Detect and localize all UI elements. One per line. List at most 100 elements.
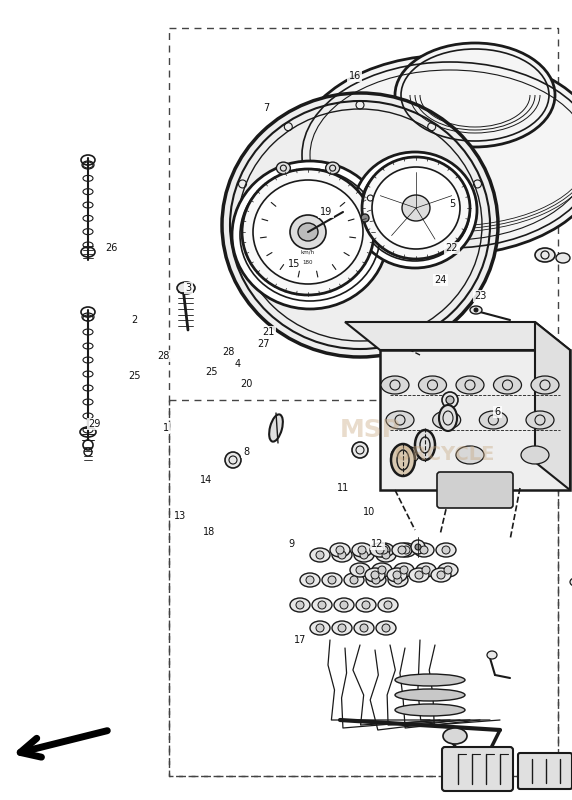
Circle shape xyxy=(338,624,346,632)
Circle shape xyxy=(318,601,326,609)
Circle shape xyxy=(382,551,390,559)
Ellipse shape xyxy=(344,573,364,587)
Text: 3: 3 xyxy=(186,283,192,293)
Text: 14: 14 xyxy=(200,475,212,485)
Circle shape xyxy=(225,452,241,468)
Ellipse shape xyxy=(409,568,429,582)
Text: 19: 19 xyxy=(320,207,332,217)
Ellipse shape xyxy=(332,621,352,635)
Text: 9: 9 xyxy=(289,539,295,549)
Circle shape xyxy=(444,566,452,574)
Text: 1: 1 xyxy=(163,423,169,433)
Ellipse shape xyxy=(570,578,572,586)
Ellipse shape xyxy=(432,411,460,429)
Ellipse shape xyxy=(372,167,460,249)
Circle shape xyxy=(394,576,402,584)
Text: 24: 24 xyxy=(434,275,447,285)
Circle shape xyxy=(340,601,348,609)
Ellipse shape xyxy=(456,376,484,394)
Polygon shape xyxy=(345,322,570,350)
Ellipse shape xyxy=(350,563,370,577)
Circle shape xyxy=(411,540,425,554)
Ellipse shape xyxy=(232,161,388,309)
Circle shape xyxy=(380,546,388,554)
Circle shape xyxy=(384,601,392,609)
Circle shape xyxy=(393,571,401,579)
Polygon shape xyxy=(535,322,570,490)
Ellipse shape xyxy=(395,704,465,716)
Ellipse shape xyxy=(372,563,392,577)
Ellipse shape xyxy=(416,563,436,577)
Circle shape xyxy=(376,546,384,554)
Ellipse shape xyxy=(526,411,554,429)
FancyBboxPatch shape xyxy=(442,747,513,791)
Polygon shape xyxy=(380,350,570,490)
Ellipse shape xyxy=(402,195,430,221)
Circle shape xyxy=(356,566,364,574)
Ellipse shape xyxy=(352,543,372,557)
Text: 2: 2 xyxy=(132,315,137,325)
Ellipse shape xyxy=(456,446,484,464)
Ellipse shape xyxy=(494,376,522,394)
Ellipse shape xyxy=(395,43,555,147)
Text: 180: 180 xyxy=(303,259,313,265)
Circle shape xyxy=(328,576,336,584)
Circle shape xyxy=(442,546,450,554)
Circle shape xyxy=(378,566,386,574)
Text: 6: 6 xyxy=(495,407,500,417)
Ellipse shape xyxy=(334,598,354,612)
Ellipse shape xyxy=(330,543,350,557)
Text: 28: 28 xyxy=(223,347,235,357)
Ellipse shape xyxy=(298,223,318,241)
Circle shape xyxy=(296,601,304,609)
Ellipse shape xyxy=(381,376,409,394)
Circle shape xyxy=(400,566,408,574)
Ellipse shape xyxy=(394,563,414,577)
Ellipse shape xyxy=(295,55,572,255)
Ellipse shape xyxy=(376,548,396,562)
Text: 25: 25 xyxy=(205,367,218,377)
Ellipse shape xyxy=(290,215,326,249)
Circle shape xyxy=(306,576,314,584)
Ellipse shape xyxy=(253,180,363,284)
Ellipse shape xyxy=(470,306,482,314)
Text: 15: 15 xyxy=(288,259,301,269)
Ellipse shape xyxy=(290,598,310,612)
Text: 26: 26 xyxy=(105,243,118,253)
Circle shape xyxy=(382,624,390,632)
FancyBboxPatch shape xyxy=(437,472,513,508)
Ellipse shape xyxy=(391,444,415,476)
Ellipse shape xyxy=(392,543,412,557)
Ellipse shape xyxy=(438,563,458,577)
Circle shape xyxy=(371,571,379,579)
Circle shape xyxy=(372,576,380,584)
Ellipse shape xyxy=(436,543,456,557)
Circle shape xyxy=(336,546,344,554)
Text: 22: 22 xyxy=(446,243,458,253)
Ellipse shape xyxy=(354,548,374,562)
FancyBboxPatch shape xyxy=(518,753,572,789)
Ellipse shape xyxy=(354,621,374,635)
Circle shape xyxy=(398,546,406,554)
Ellipse shape xyxy=(366,573,386,587)
Ellipse shape xyxy=(374,543,394,557)
Ellipse shape xyxy=(387,568,407,582)
Text: 11: 11 xyxy=(337,483,349,493)
Ellipse shape xyxy=(376,621,396,635)
Ellipse shape xyxy=(556,253,570,263)
Circle shape xyxy=(415,571,423,579)
Ellipse shape xyxy=(386,411,414,429)
Ellipse shape xyxy=(414,543,434,557)
Text: MSP: MSP xyxy=(340,418,401,442)
Circle shape xyxy=(358,546,366,554)
Ellipse shape xyxy=(388,573,408,587)
Text: 17: 17 xyxy=(294,635,307,645)
Text: 10: 10 xyxy=(363,507,375,517)
Ellipse shape xyxy=(439,405,457,431)
Circle shape xyxy=(316,551,324,559)
Ellipse shape xyxy=(370,543,390,557)
Circle shape xyxy=(422,566,430,574)
Ellipse shape xyxy=(300,573,320,587)
Circle shape xyxy=(474,308,478,312)
Ellipse shape xyxy=(395,689,465,701)
